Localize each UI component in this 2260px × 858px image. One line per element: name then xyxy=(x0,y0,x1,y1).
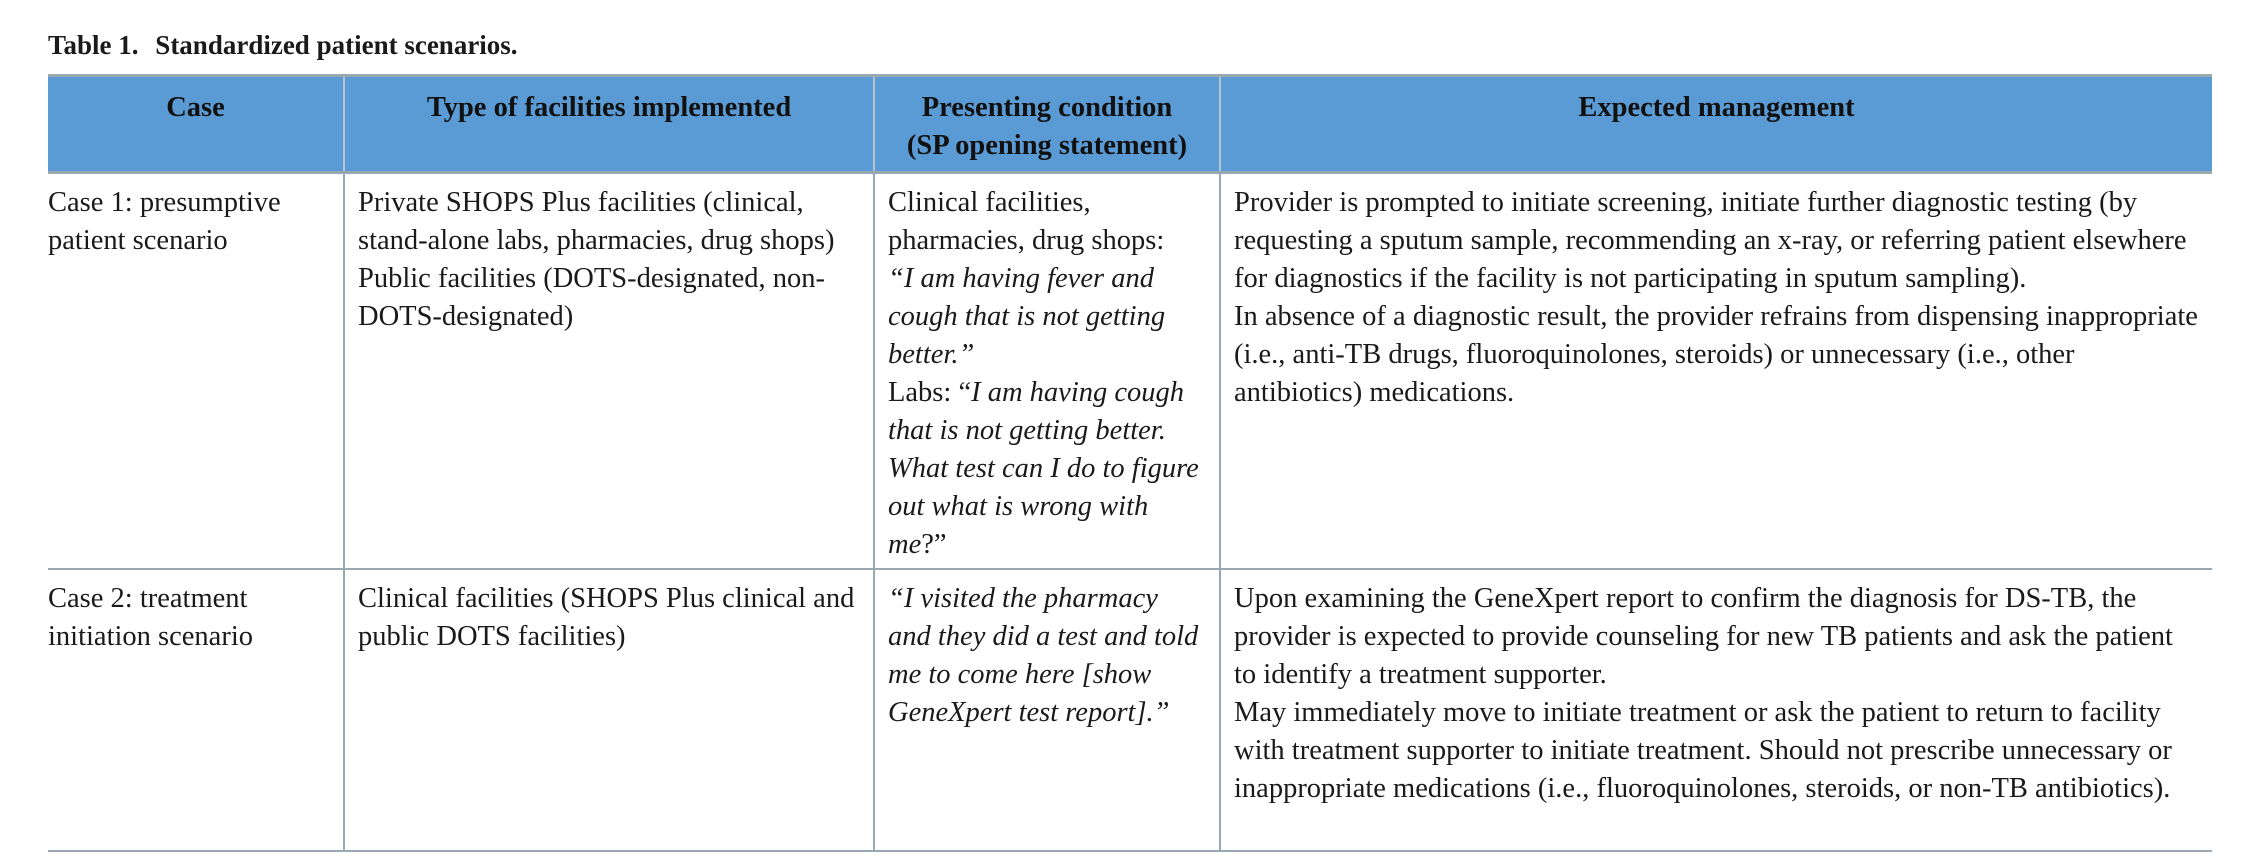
header-row: Case Type of facilities implemented Pres… xyxy=(48,74,2212,174)
table-caption: Table 1. Standardized patient scenarios. xyxy=(48,28,518,62)
condition-labs-suffix: ?” xyxy=(921,529,947,560)
management-paragraph: Provider is prompted to initiate screeni… xyxy=(1234,187,2187,294)
header-condition-line2: (SP opening statement) xyxy=(906,130,1188,161)
cell-case: Case 1: presumptive patient scenario xyxy=(48,172,344,570)
cell-facilities: Clinical facilities (SHOPS Plus clinical… xyxy=(343,569,874,852)
header-facilities: Type of facilities implemented xyxy=(343,74,874,174)
facilities-clinical: Clinical facilities (SHOPS Plus clinical… xyxy=(358,583,855,652)
cell-facilities: Private SHOPS Plus facilities (clinical,… xyxy=(343,172,874,570)
management-paragraph: May immediately move to initiate treatme… xyxy=(1234,697,2172,804)
condition-quote: “I visited the pharmacy and they did a t… xyxy=(888,583,1199,728)
cell-management: Upon examining the GeneXpert report to c… xyxy=(1219,569,2212,852)
table-header: Case Type of facilities implemented Pres… xyxy=(48,74,2212,174)
table-row: Case 2: treatment initiation scenario Cl… xyxy=(48,569,2212,852)
table-caption-label: Table 1. xyxy=(48,30,139,60)
condition-intro: Clinical facilities, pharmacies, drug sh… xyxy=(888,187,1165,256)
condition-labs-quote: I am having cough that is not getting be… xyxy=(888,377,1199,560)
header-case: Case xyxy=(48,74,344,174)
cell-condition: Clinical facilities, pharmacies, drug sh… xyxy=(873,172,1220,570)
cell-condition: “I visited the pharmacy and they did a t… xyxy=(873,569,1220,852)
management-paragraph: In absence of a diagnostic result, the p… xyxy=(1234,301,2198,408)
table-body: Case 1: presumptive patient scenario Pri… xyxy=(48,172,2212,852)
facilities-public: Public facilities (DOTS-designated, non-… xyxy=(358,263,825,332)
cell-case: Case 2: treatment initiation scenario xyxy=(48,569,344,852)
header-condition: Presenting condition (SP opening stateme… xyxy=(873,74,1220,174)
header-management: Expected management xyxy=(1219,74,2212,174)
table-row: Case 1: presumptive patient scenario Pri… xyxy=(48,172,2212,570)
table-caption-text: Standardized patient scenarios. xyxy=(155,30,518,60)
header-condition-line1: Presenting condition xyxy=(921,92,1173,123)
condition-quote: “I am having fever and cough that is not… xyxy=(888,263,1166,370)
management-paragraph: Upon examining the GeneXpert report to c… xyxy=(1234,583,2173,690)
facilities-private: Private SHOPS Plus facilities (clinical,… xyxy=(358,187,835,256)
scenarios-table: Case Type of facilities implemented Pres… xyxy=(48,74,2212,852)
cell-management: Provider is prompted to initiate screeni… xyxy=(1219,172,2212,570)
condition-labs: Labs: “I am having cough that is not get… xyxy=(888,374,1207,564)
condition-labs-prefix: Labs: “ xyxy=(888,377,972,408)
